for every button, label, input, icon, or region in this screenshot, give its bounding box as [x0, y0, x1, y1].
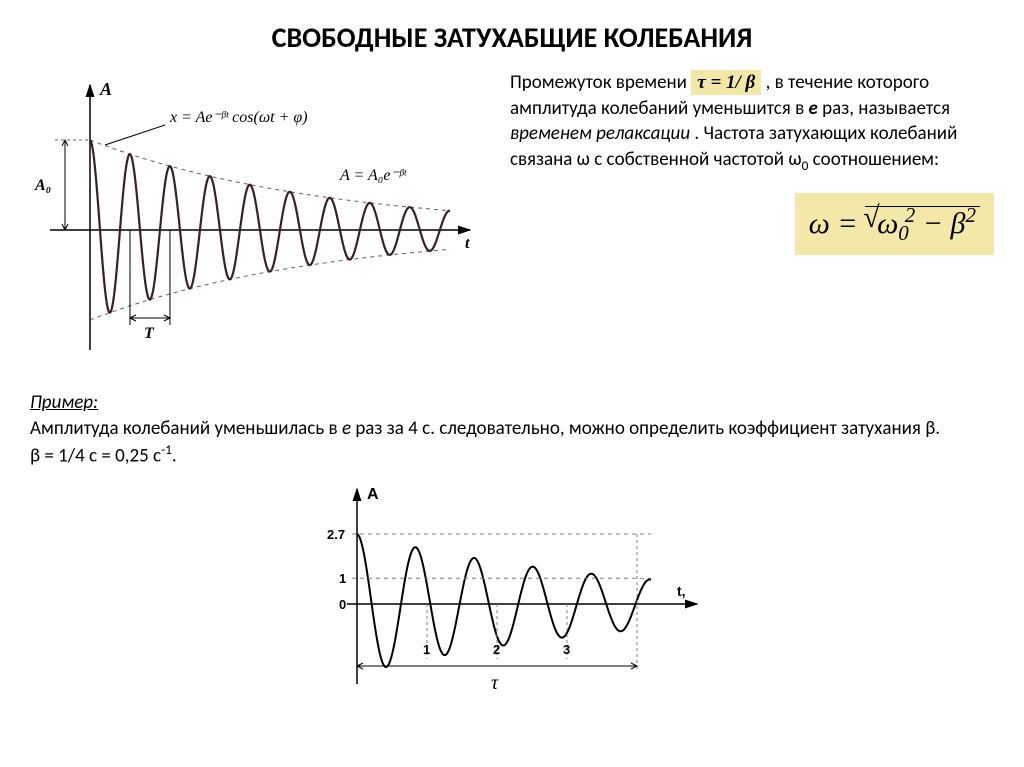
- intro-after2: раз, называется: [822, 97, 950, 120]
- svg-text:A = A₀e⁻ᵝᵗ: A = A₀e⁻ᵝᵗ: [339, 167, 407, 184]
- svg-text:t,: t,: [677, 583, 686, 599]
- svg-text:0: 0: [339, 597, 346, 612]
- svg-text:1: 1: [423, 642, 430, 657]
- svg-text:x = Ae⁻ᵝᵗ cos(ωt + φ): x = Ae⁻ᵝᵗ cos(ωt + φ): [169, 109, 308, 126]
- page-title: СВОБОДНЫЕ ЗАТУХАБЩИЕ КОЛЕБАНИЯ: [30, 20, 994, 55]
- damped-oscillation-chart-2: 2.7 1 0 1 2 3 τ At,: [302, 479, 722, 699]
- intro-before: Промежуток времени: [510, 71, 691, 94]
- example-section: Пример: Амплитуда колебаний уменьшилась …: [30, 390, 994, 469]
- tau-formula: τ = 1/ β: [691, 70, 761, 95]
- example-sup: -1: [161, 441, 172, 458]
- svg-text:A: A: [367, 486, 379, 503]
- svg-text:2: 2: [493, 642, 500, 657]
- svg-text:T: T: [144, 325, 155, 342]
- svg-text:τ: τ: [491, 672, 499, 694]
- example-label: Пример:: [30, 391, 98, 414]
- example-line2: β = 1/4 с = 0,25 с: [30, 445, 161, 468]
- chart1-container: At A₀ Tx = Ae⁻ᵝᵗ cos(ωt + φ) A = A₀e⁻ᵝᵗ: [30, 70, 490, 375]
- svg-text:2.7: 2.7: [327, 527, 345, 542]
- description-text: Промежуток времени τ = 1/ β , в течение …: [510, 70, 994, 255]
- svg-text:1: 1: [339, 571, 346, 586]
- sub0: 0: [802, 157, 809, 174]
- relaxation-term: временем релаксации: [510, 122, 690, 145]
- svg-text:t: t: [465, 235, 470, 252]
- example-line1b: раз за 4 с. следовательно, можно определ…: [355, 417, 940, 440]
- e-letter: е: [809, 97, 818, 120]
- chart2-container: 2.7 1 0 1 2 3 τ At,: [30, 479, 994, 704]
- svg-text:3: 3: [563, 642, 570, 657]
- damped-oscillation-chart-1: At A₀ Tx = Ae⁻ᵝᵗ cos(ωt + φ) A = A₀e⁻ᵝᵗ: [30, 70, 490, 370]
- top-section: At A₀ Tx = Ae⁻ᵝᵗ cos(ωt + φ) A = A₀e⁻ᵝᵗ Про…: [30, 70, 994, 375]
- svg-text:A: A: [99, 79, 112, 99]
- svg-text:A₀: A₀: [34, 177, 51, 194]
- example-line1a: Амплитуда колебаний уменьшилась в: [30, 417, 342, 440]
- example-e: е: [342, 417, 351, 440]
- example-line2-end: .: [172, 445, 177, 468]
- freq-rel2: соотношением:: [813, 148, 939, 171]
- omega-formula: ω = √ ω02 − β2: [795, 193, 994, 255]
